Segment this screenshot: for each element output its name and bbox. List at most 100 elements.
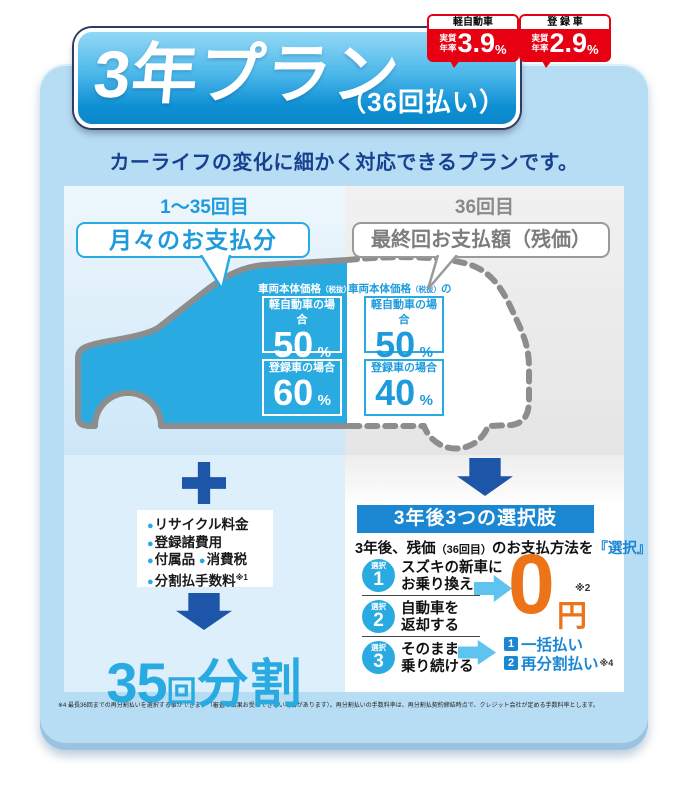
fee-item: 分割払手数料 <box>154 573 236 588</box>
rate-prefix-bottom: 年率 <box>531 42 549 53</box>
badge-rate-body: 実質 年率 2.9 % <box>521 29 609 60</box>
monthly-bubble: 月々のお支払分 <box>76 222 310 258</box>
bullet-icon: ● <box>147 555 154 567</box>
result-number: 35 <box>106 651 167 714</box>
plan-installments: （36回払い） <box>340 87 506 117</box>
car-illustration <box>75 254 532 452</box>
alt-option-1: 1 一括払い <box>504 633 584 655</box>
pct-value: 40 <box>375 372 416 413</box>
price-note-main: 車両本体価格 <box>258 283 321 295</box>
plan-banner: 3年プラン （36回払い） <box>74 28 520 128</box>
final-period-label: 36回目 <box>454 197 515 218</box>
option-2-text: 自動車を 返却する <box>401 601 521 634</box>
badge-tail-pointer <box>449 59 461 68</box>
result-text: 分割 <box>196 656 303 714</box>
option-line1: 自動車を <box>401 601 459 617</box>
fee-line: ●付属品 ●消費税 <box>147 552 273 570</box>
badge-rate-prefix: 実質 年率 <box>531 33 549 53</box>
monthly-period-label: 1〜35回目 <box>160 197 249 218</box>
badge-rate-body: 実質 年率 3.9 % <box>429 29 517 60</box>
installment-result: 35回分割 <box>64 642 345 717</box>
option-line2: お乗り換え <box>401 576 474 593</box>
alt-label: 再分割払い <box>521 656 599 673</box>
price-note-small: （税抜） <box>411 285 441 294</box>
rate-value: 2.9 <box>549 28 587 58</box>
option-badge-number: 1 <box>373 568 384 590</box>
fee-item: 登録諸費用 <box>154 534 223 550</box>
final-price-note: 車両本体価格（税抜）の <box>348 281 452 296</box>
rate-unit: % <box>587 42 599 57</box>
option-badge-label: 選択 <box>371 602 386 612</box>
option-line1: そのまま <box>401 642 459 658</box>
monthly-registered-box: 登録車の場合 60 % <box>262 359 342 416</box>
option-separator <box>362 595 480 596</box>
bullet-icon: ● <box>147 537 154 550</box>
option-line2: 返却する <box>401 617 459 634</box>
final-kei-box: 軽自動車の場合 50 % <box>364 296 444 363</box>
option-2-badge: 選択 2 <box>362 600 395 633</box>
option-3-text: そのまま 乗り続ける <box>401 642 521 675</box>
fee-item: 付属品 <box>154 552 196 567</box>
alt-label: 一括払い <box>521 637 584 654</box>
alt-number-square: 1 <box>504 637 518 651</box>
pct-value: 50 <box>375 324 416 365</box>
badge-vehicle-label: 軽自動車 <box>429 16 517 29</box>
alt-number-square: 2 <box>504 656 518 670</box>
car-front-solid <box>75 257 350 429</box>
rate-badge-registered: 登 録 車 実質 年率 2.9 % <box>519 14 611 68</box>
bullet-icon: ● <box>147 576 154 588</box>
fee-footnote-ref: ※1 <box>235 572 248 582</box>
bullet-icon: ● <box>198 555 206 567</box>
option-1-text: スズキの新車に お乗り換え <box>401 560 521 593</box>
pct-label: 登録車の場合 <box>269 362 335 374</box>
fee-item: 消費税 <box>206 552 248 567</box>
options-panel <box>357 556 594 686</box>
badge-tail-pointer <box>541 59 553 68</box>
rate-prefix-top: 実質 <box>531 33 549 44</box>
result-unit: 回 <box>166 676 197 709</box>
monthly-price-note: 車両本体価格（税抜）の <box>258 281 362 296</box>
bullet-icon: ● <box>147 520 154 532</box>
zero-footnote-ref: ※2 <box>575 583 591 594</box>
lead-small: （36回目） <box>435 544 492 556</box>
alt-option-2: 2 再分割払い ※4 <box>504 652 613 674</box>
rate-unit: % <box>495 42 507 57</box>
price-note-tail: の <box>441 283 452 295</box>
rate-prefix-top: 実質 <box>439 33 457 44</box>
bubble-tail-right <box>426 255 458 290</box>
choices-lead: 3年後、残価（36回目）のお支払方法を『選択』 <box>355 537 651 558</box>
final-bubble: 最終回お支払額（残価） <box>352 222 610 258</box>
zero-yen-value: 0 <box>508 537 555 631</box>
lead-pre: 3年後、残価 <box>355 541 436 557</box>
option-3-badge: 選択 3 <box>362 641 395 674</box>
pct-value: 60 <box>273 372 314 413</box>
final-registered-box: 登録車の場合 40 % <box>364 359 444 416</box>
pct-unit: % <box>317 344 331 361</box>
fee-item: リサイクル料金 <box>154 517 249 532</box>
rate-value: 3.9 <box>457 28 495 58</box>
price-note-tail: の <box>351 283 362 295</box>
price-note-main: 車両本体価格 <box>348 283 411 295</box>
lead-highlight: 『選択』 <box>593 541 652 557</box>
option-separator <box>362 636 480 637</box>
monthly-kei-box: 軽自動車の場合 50 % <box>262 296 342 363</box>
pct-unit: % <box>317 392 331 409</box>
fees-box: ●リサイクル料金 ●登録諸費用 ●付属品 ●消費税 ●分割払手数料※1 <box>137 510 273 588</box>
option-badge-label: 選択 <box>371 643 386 653</box>
badge-rate-prefix: 実質 年率 <box>439 33 457 53</box>
pct-label: 登録車の場合 <box>371 362 437 374</box>
pct-unit: % <box>419 344 433 361</box>
bubble-tail-left <box>199 255 232 293</box>
option-1-badge: 選択 1 <box>362 559 395 592</box>
rate-badge-kei: 軽自動車 実質 年率 3.9 % <box>427 14 519 68</box>
pct-value: 50 <box>273 324 314 365</box>
tagline: カーライフの変化に細かく対応できるプランです。 <box>109 152 579 174</box>
rate-prefix-bottom: 年率 <box>439 42 457 53</box>
option-line1: スズキの新車に <box>401 560 503 576</box>
lead-mid: のお支払方法を <box>491 541 594 557</box>
pct-label: 軽自動車の場合 <box>371 299 437 326</box>
option-badge-number: 3 <box>373 650 384 672</box>
fee-line: ●リサイクル料金 <box>147 517 273 535</box>
option-badge-number: 2 <box>373 609 384 631</box>
